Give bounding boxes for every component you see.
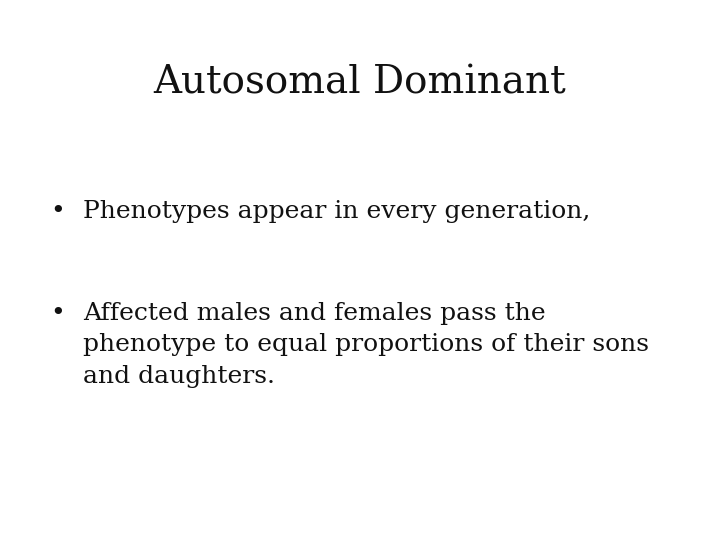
Text: Affected males and females pass the
phenotype to equal proportions of their sons: Affected males and females pass the phen… (83, 302, 649, 388)
Text: Autosomal Dominant: Autosomal Dominant (153, 65, 567, 102)
Text: •: • (50, 200, 65, 223)
Text: •: • (50, 302, 65, 326)
Text: Phenotypes appear in every generation,: Phenotypes appear in every generation, (83, 200, 590, 223)
